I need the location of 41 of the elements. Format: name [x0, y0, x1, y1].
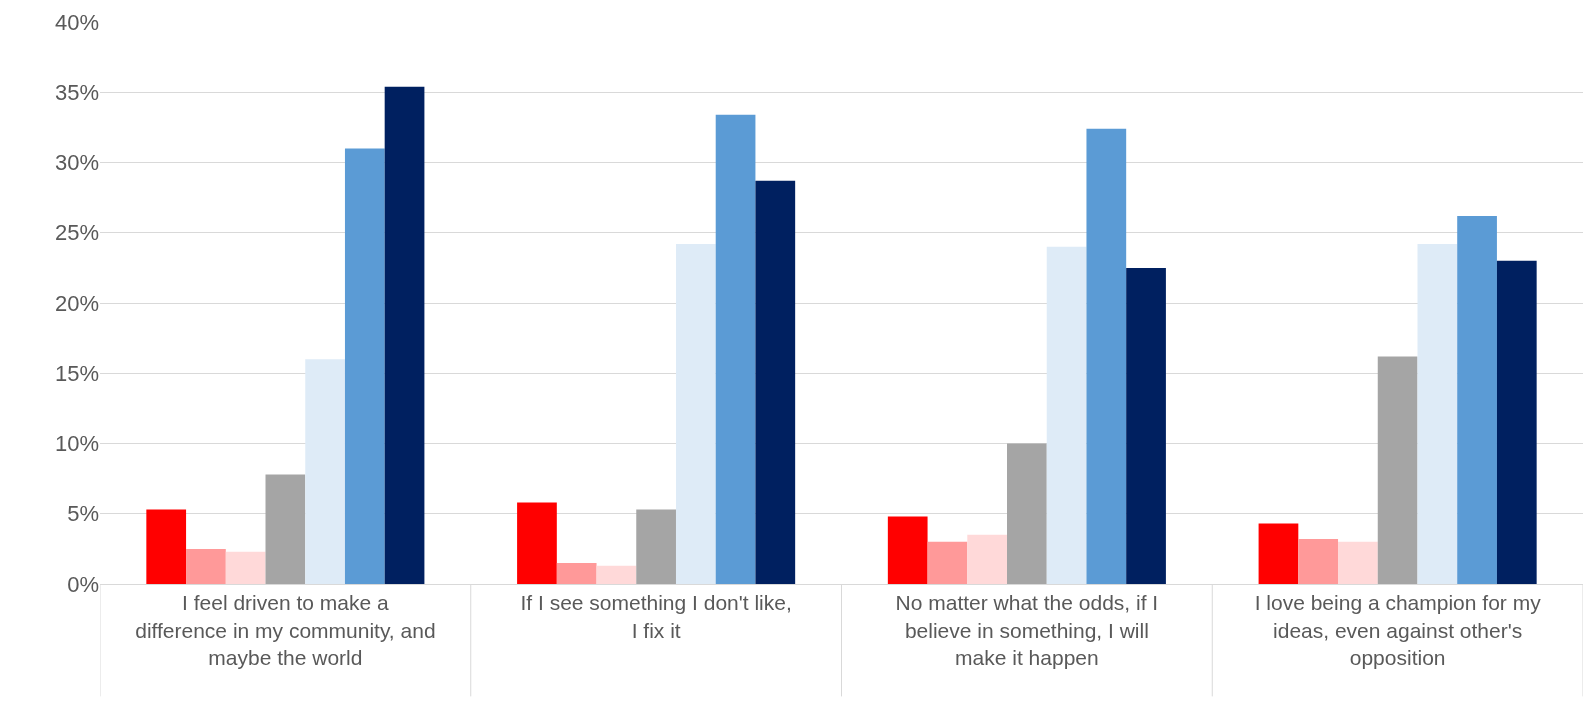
- bar: [1457, 215, 1497, 584]
- bar: [636, 509, 676, 584]
- bar: [384, 86, 425, 584]
- y-tick-label: 15%: [54, 360, 99, 386]
- y-tick-label: 20%: [54, 290, 99, 316]
- bar: [1298, 539, 1339, 584]
- bar: [556, 562, 597, 584]
- y-tick-label: 0%: [67, 571, 99, 597]
- bar: [1126, 267, 1166, 584]
- bar: [1258, 523, 1299, 584]
- bar: [596, 565, 637, 584]
- bar: [927, 541, 968, 584]
- y-tick-label: 40%: [54, 9, 99, 35]
- bar: [517, 502, 557, 584]
- bar: [887, 516, 928, 584]
- x-tick-label: I feel driven to make a difference in my community, and maybe the world: [135, 591, 436, 669]
- bar: [186, 548, 226, 584]
- bar: [1496, 260, 1537, 584]
- bar: [225, 551, 266, 584]
- bar: [967, 534, 1008, 584]
- bar: [1338, 541, 1378, 584]
- y-tick-label: 5%: [67, 501, 99, 527]
- x-tick-label: I love being a champion for my ideas, even against other's opposition: [1254, 591, 1542, 669]
- bar: [146, 509, 187, 584]
- bar: [715, 114, 756, 584]
- bar: [1417, 243, 1458, 584]
- y-tick-label: 35%: [54, 79, 99, 105]
- bar: [1007, 443, 1047, 584]
- bar: [344, 148, 385, 584]
- bar: [265, 474, 306, 584]
- bar: [1377, 356, 1418, 584]
- x-tick-label: If I see something I don't like, I fix it: [520, 591, 792, 642]
- y-tick-label: 30%: [54, 150, 99, 176]
- bar: [675, 243, 716, 584]
- bar: [755, 180, 796, 584]
- x-tick-label: No matter what the odds, if I believe in something, I will make it happen: [895, 591, 1159, 669]
- y-tick-label: 10%: [54, 431, 99, 457]
- bar: [305, 359, 345, 584]
- y-tick-label: 25%: [54, 220, 99, 246]
- bar: [1046, 246, 1087, 584]
- bar: [1086, 128, 1127, 584]
